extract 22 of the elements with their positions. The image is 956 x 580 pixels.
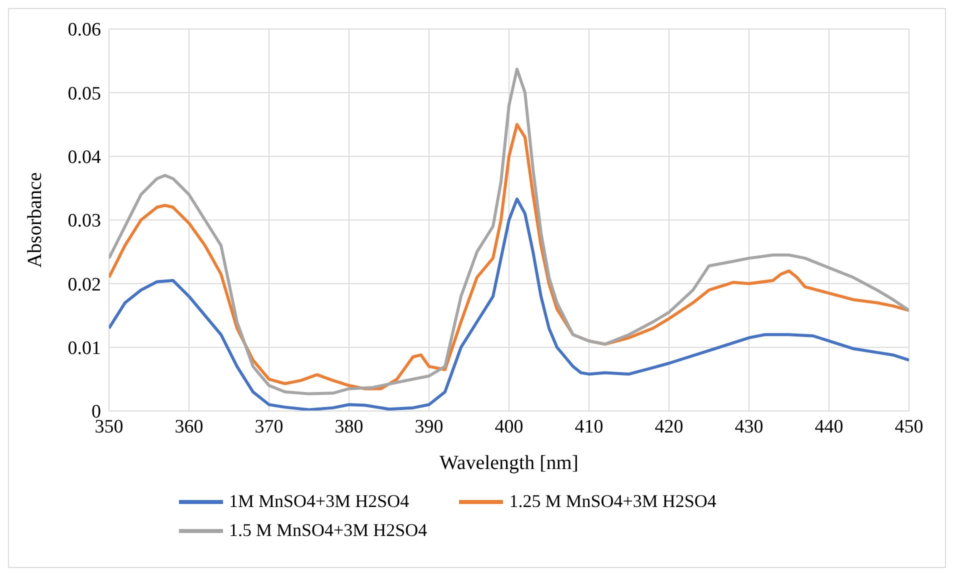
x-tick-label: 400 <box>494 416 524 438</box>
x-tick-label: 450 <box>894 416 924 438</box>
y-tick-label: 0.04 <box>68 147 102 168</box>
y-tick-label: 0.02 <box>68 274 101 296</box>
x-tick-label: 390 <box>414 416 444 438</box>
x-tick-label: 410 <box>574 416 604 438</box>
y-tick-label: 0.05 <box>68 83 101 104</box>
y-axis-title: Absorbance <box>24 172 46 268</box>
legend-label: 1.5 M MnSO4+3M H2SO4 <box>229 520 428 541</box>
legend-label: 1M MnSO4+3M H2SO4 <box>229 491 410 512</box>
legend-label: 1.25 M MnSO4+3M H2SO4 <box>509 491 716 512</box>
line-series <box>109 68 909 396</box>
x-tick-label: 370 <box>254 416 284 438</box>
x-tick-label: 360 <box>174 416 204 438</box>
y-tick-label: 0.06 <box>68 20 101 41</box>
x-axis-title: Wavelength [nm] <box>440 452 578 474</box>
x-tick-label: 420 <box>654 416 684 438</box>
x-tick-label: 380 <box>334 416 364 438</box>
x-tick-label: 440 <box>814 416 844 438</box>
y-tick-label: 0.01 <box>68 338 101 360</box>
x-tick-label: 430 <box>734 416 764 438</box>
y-tick-label: 0.03 <box>68 210 101 232</box>
